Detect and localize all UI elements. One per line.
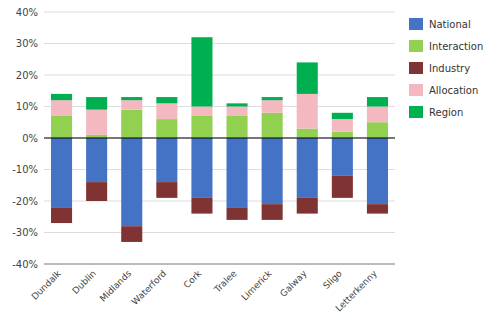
bar-segment bbox=[367, 97, 388, 106]
legend-label: Allocation bbox=[429, 85, 478, 96]
bar-segment bbox=[51, 94, 72, 100]
bar-segment bbox=[156, 182, 177, 198]
bar-segment bbox=[121, 138, 142, 226]
bar-segment bbox=[227, 107, 248, 116]
bar-segment bbox=[51, 100, 72, 116]
legend-label: Region bbox=[429, 107, 463, 118]
bar-segment bbox=[297, 138, 318, 198]
bar-segment bbox=[86, 97, 107, 110]
bar-segment bbox=[51, 207, 72, 223]
bar-segment bbox=[121, 110, 142, 138]
bar-segment bbox=[297, 129, 318, 138]
x-tick-label: Dundalk bbox=[30, 268, 64, 302]
legend-swatch bbox=[409, 40, 423, 52]
bar-segment bbox=[367, 138, 388, 204]
grid bbox=[44, 12, 395, 264]
bar-segment bbox=[86, 138, 107, 182]
bar-segment bbox=[51, 138, 72, 207]
bar-segment bbox=[227, 207, 248, 220]
bar-segment bbox=[297, 198, 318, 214]
y-tick-label: -30% bbox=[12, 227, 38, 238]
bar-segment bbox=[227, 103, 248, 106]
bar-segment bbox=[191, 116, 212, 138]
x-axis-line bbox=[44, 264, 395, 265]
legend-swatch bbox=[409, 106, 423, 118]
bar-segment bbox=[227, 116, 248, 138]
grid-line bbox=[44, 43, 395, 44]
chart: -40% -30% -20% -10% 0% 10% 20% 30% 40% DundalkDub… bbox=[0, 0, 500, 328]
x-tick-label: Tralee bbox=[212, 268, 239, 295]
x-tick-label: Cork bbox=[182, 268, 204, 290]
bar-segment bbox=[332, 176, 353, 198]
bar-segment bbox=[191, 138, 212, 198]
bar-segment bbox=[332, 132, 353, 138]
grid-line bbox=[44, 264, 395, 265]
grid-line bbox=[44, 12, 395, 13]
legend-swatch bbox=[409, 84, 423, 96]
bar-segment bbox=[191, 198, 212, 214]
legend-label: National bbox=[429, 19, 471, 30]
y-tick-label: 20% bbox=[16, 70, 38, 81]
legend-swatch bbox=[409, 18, 423, 30]
bar-segment bbox=[227, 138, 248, 207]
y-tick-label: 0% bbox=[22, 133, 38, 144]
bar-segment bbox=[156, 138, 177, 182]
bar-segment bbox=[121, 97, 142, 100]
bar-segment bbox=[262, 97, 283, 100]
grid-line bbox=[44, 75, 395, 76]
bar-segment bbox=[86, 110, 107, 135]
bar-segment bbox=[367, 122, 388, 138]
bar-segment bbox=[262, 204, 283, 220]
bar-segment bbox=[191, 107, 212, 116]
bar-segment bbox=[121, 226, 142, 242]
y-tick-label: 10% bbox=[16, 101, 38, 112]
y-tick-label: -40% bbox=[12, 259, 38, 270]
bar-segment bbox=[262, 138, 283, 204]
bar-segment bbox=[367, 107, 388, 123]
bar-segment bbox=[262, 113, 283, 138]
bar-segment bbox=[297, 94, 318, 129]
legend-label: Industry bbox=[429, 63, 470, 74]
bar-segment bbox=[51, 116, 72, 138]
x-tick-label: Galway bbox=[278, 268, 309, 299]
bar-segment bbox=[121, 100, 142, 109]
bar-segment bbox=[156, 97, 177, 103]
x-tick-label: Waterford bbox=[130, 268, 169, 307]
zero-line bbox=[44, 138, 395, 139]
bars bbox=[51, 37, 388, 242]
x-tick-label: Sligo bbox=[321, 268, 344, 291]
grid-line bbox=[44, 138, 395, 139]
grid-line bbox=[44, 232, 395, 233]
bar-segment bbox=[332, 119, 353, 132]
legend: National Interaction Industry Allocation Reg… bbox=[409, 18, 483, 118]
legend-label: Interaction bbox=[429, 41, 483, 52]
bar-segment bbox=[191, 37, 212, 106]
bar-segment bbox=[332, 113, 353, 119]
x-tick-label: Letterkenny bbox=[334, 268, 380, 314]
bar-segment bbox=[262, 100, 283, 113]
y-tick-label: 40% bbox=[16, 7, 38, 18]
x-tick-label: Limerick bbox=[239, 268, 274, 303]
bar-segment bbox=[86, 182, 107, 201]
y-tick-label: -20% bbox=[12, 196, 38, 207]
bar-segment bbox=[156, 103, 177, 119]
legend-swatch bbox=[409, 62, 423, 74]
y-tick-label: -10% bbox=[12, 164, 38, 175]
y-tick-label: 30% bbox=[16, 38, 38, 49]
bar-segment bbox=[297, 62, 318, 94]
bar-segment bbox=[367, 204, 388, 213]
x-tick-label: Midlands bbox=[98, 268, 134, 304]
bar-segment bbox=[332, 138, 353, 176]
x-tick-label: Dublin bbox=[70, 268, 98, 296]
bar-segment bbox=[156, 119, 177, 138]
